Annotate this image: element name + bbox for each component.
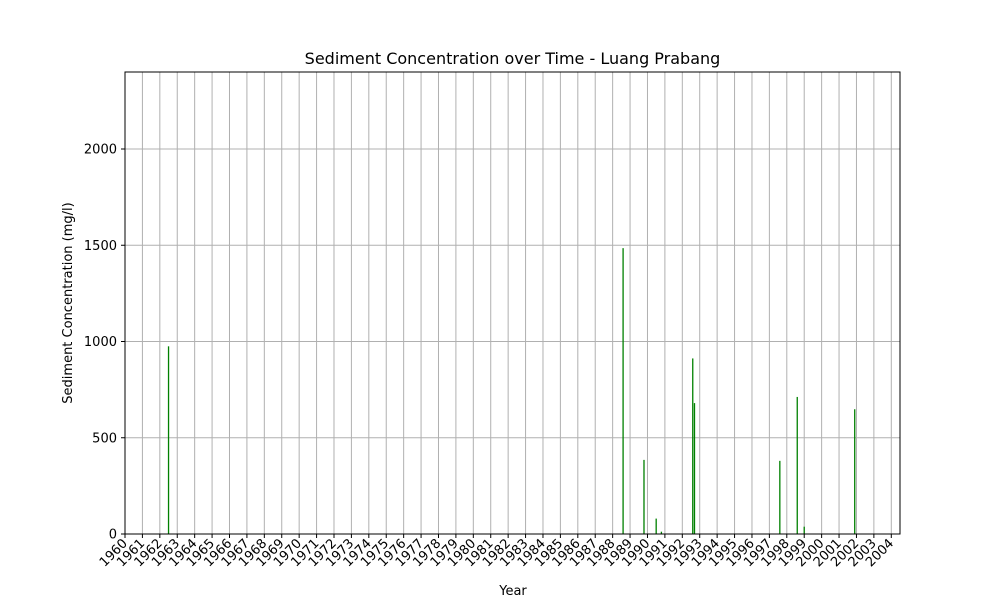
data-bar (803, 526, 805, 534)
y-tick-label: 1000 (84, 335, 117, 350)
plot-area-frame (124, 71, 901, 535)
grid-lines (124, 72, 900, 535)
data-bar (660, 531, 663, 534)
chart-title: Sediment Concentration over Time - Luang… (305, 49, 721, 68)
data-bar (655, 518, 657, 534)
data-bar (693, 403, 696, 534)
data-bar (643, 459, 645, 534)
data-bar (692, 358, 694, 534)
data-bar (796, 396, 798, 534)
y-axis-label: Sediment Concentration (mg/l) (61, 202, 76, 403)
data-bar (779, 460, 781, 534)
data-bar (854, 409, 856, 534)
data-bar (167, 346, 170, 534)
x-axis-label: Year (498, 584, 527, 599)
y-tick-label: 2000 (84, 143, 117, 158)
data-bar (622, 248, 624, 534)
y-tick-label: 1500 (84, 239, 117, 254)
y-tick-label: 0 (109, 528, 117, 543)
y-tick-label: 500 (92, 431, 117, 446)
bar-series (167, 248, 856, 534)
